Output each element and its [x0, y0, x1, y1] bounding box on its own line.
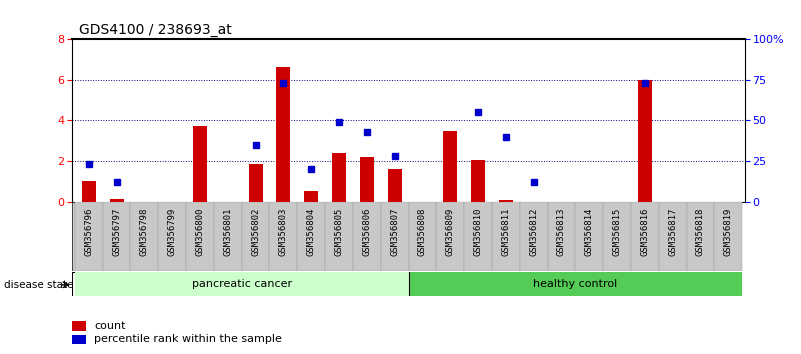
Text: GSM356815: GSM356815: [613, 207, 622, 256]
Text: disease state: disease state: [4, 280, 74, 290]
Bar: [110, 199, 123, 202]
Bar: [492, 202, 520, 271]
Bar: [304, 190, 318, 202]
Text: GSM356819: GSM356819: [724, 207, 733, 256]
Text: GSM356798: GSM356798: [140, 207, 149, 256]
Text: count: count: [95, 321, 126, 331]
Text: GSM356796: GSM356796: [84, 207, 93, 256]
Text: GSM356806: GSM356806: [362, 207, 372, 256]
Bar: [409, 202, 437, 271]
Text: GSM356799: GSM356799: [167, 207, 177, 256]
Bar: [214, 202, 242, 271]
Bar: [103, 202, 131, 271]
Text: GSM356810: GSM356810: [473, 207, 482, 256]
Text: GSM356807: GSM356807: [390, 207, 399, 256]
Text: GSM356809: GSM356809: [445, 207, 455, 256]
Bar: [520, 202, 548, 271]
Bar: [380, 202, 409, 271]
Bar: [131, 202, 159, 271]
Bar: [603, 202, 631, 271]
Text: GSM356818: GSM356818: [696, 207, 705, 256]
Text: percentile rank within the sample: percentile rank within the sample: [95, 334, 282, 344]
Text: GSM356802: GSM356802: [251, 207, 260, 256]
Text: GDS4100 / 238693_at: GDS4100 / 238693_at: [78, 23, 231, 36]
Bar: [325, 202, 353, 271]
Bar: [74, 202, 103, 271]
Text: GSM356811: GSM356811: [501, 207, 510, 256]
Text: GSM356808: GSM356808: [418, 207, 427, 256]
Bar: [332, 153, 346, 202]
Bar: [548, 202, 575, 271]
Bar: [464, 202, 492, 271]
Bar: [631, 202, 658, 271]
Text: GSM356797: GSM356797: [112, 207, 121, 256]
Bar: [159, 202, 186, 271]
Bar: [82, 181, 96, 202]
Text: GSM356813: GSM356813: [557, 207, 566, 256]
Bar: [360, 157, 374, 202]
Bar: [658, 202, 686, 271]
Bar: [443, 131, 457, 202]
Bar: [353, 202, 380, 271]
Text: GSM356804: GSM356804: [307, 207, 316, 256]
Text: healthy control: healthy control: [533, 279, 618, 289]
Bar: [276, 67, 290, 202]
Text: pancreatic cancer: pancreatic cancer: [191, 279, 292, 289]
Bar: [269, 202, 297, 271]
Bar: [714, 202, 743, 271]
Bar: [72, 335, 87, 344]
Bar: [193, 126, 207, 202]
Text: GSM356805: GSM356805: [335, 207, 344, 256]
Bar: [297, 202, 325, 271]
Bar: [638, 80, 652, 202]
Bar: [437, 202, 464, 271]
Bar: [471, 160, 485, 202]
Bar: [409, 272, 743, 296]
Text: GSM356803: GSM356803: [279, 207, 288, 256]
Bar: [388, 169, 401, 202]
Text: GSM356816: GSM356816: [640, 207, 650, 256]
Bar: [74, 272, 409, 296]
Bar: [575, 202, 603, 271]
Bar: [248, 164, 263, 202]
Bar: [72, 321, 87, 331]
Text: GSM356814: GSM356814: [585, 207, 594, 256]
Text: GSM356801: GSM356801: [223, 207, 232, 256]
Bar: [686, 202, 714, 271]
Bar: [242, 202, 269, 271]
Text: GSM356800: GSM356800: [195, 207, 204, 256]
Bar: [186, 202, 214, 271]
Text: GSM356812: GSM356812: [529, 207, 538, 256]
Bar: [499, 200, 513, 202]
Text: GSM356817: GSM356817: [668, 207, 677, 256]
